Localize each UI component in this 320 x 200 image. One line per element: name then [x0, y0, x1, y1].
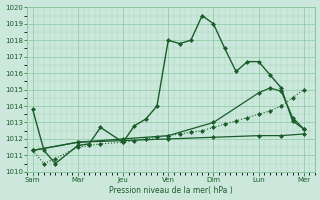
X-axis label: Pression niveau de la mer( hPa ): Pression niveau de la mer( hPa )	[109, 186, 233, 195]
